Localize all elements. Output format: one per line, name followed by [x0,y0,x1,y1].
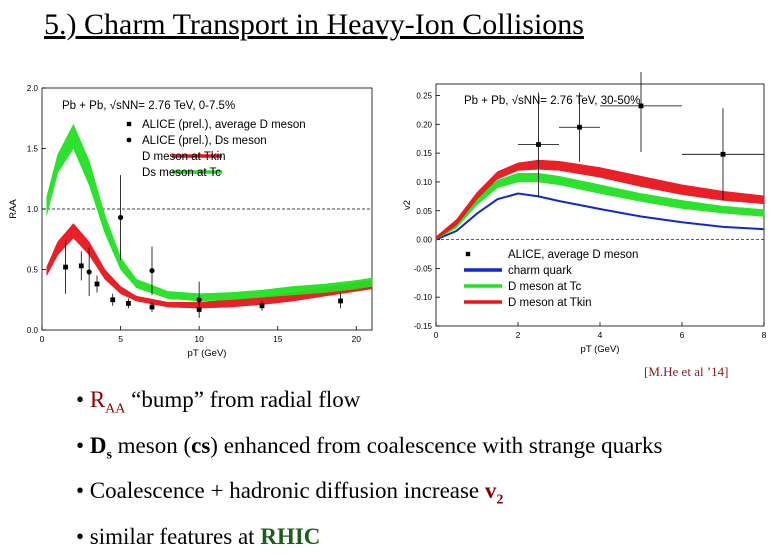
v2-chart-panel: 0 2 4 6 8 -0.15 -0.10 -0.05 0.00 0.05 0.10 0.15 0.20… [380,59,776,376]
chart0-point-0-5 [149,304,155,310]
chart1-ylabel: v2 [402,200,413,210]
raa-chart: 0 5 10 15 20 0.0 0.5 1.0 1.5 2.0 pT (GeV) RAA Pb + P… [8,84,373,359]
chart0-point-1-2 [149,268,155,274]
chart1-point-0-1 [577,124,582,130]
chart0-ylabel: RAA [8,199,19,219]
chart0-legend-swatch-1 [126,137,132,143]
chart1-xtick-label-3: 6 [680,330,685,340]
chart1-xlabel: pT (GeV) [581,344,620,355]
chart0-xtick-label-1: 5 [118,334,123,344]
chart0-legend-label-3: Ds meson at Tc [142,167,221,179]
chart1-ytick-label-6: 0.15 [416,149,432,158]
chart0-ytick-label-1: 0.5 [27,266,39,275]
chart1-ytick-label-0: -0.15 [414,322,433,331]
bullet-raa: • RAA “bump” from radial flow [76,387,361,417]
chart1-xtick-label-1: 2 [516,330,521,340]
chart1-ytick-label-4: 0.05 [416,207,432,216]
chart1-point-0-0 [536,142,541,147]
bullet-rhic: • similar features at RHIC [76,523,321,549]
chart0-legend-title: Pb + Pb, √sNN= 2.76 TeV, 0-7.5% [62,99,235,112]
chart1-ytick-label-2: -0.05 [414,264,433,273]
chart1-series-line-0 [435,192,765,241]
chart0-point-1-0 [86,269,92,275]
chart0-point-0-0 [63,264,68,270]
chart0-legend-label-0: ALICE (prel.), average D meson [142,119,306,131]
bullet-v2: • Coalescence + hadronic diffusion incre… [76,478,504,508]
chart0-ytick-label-3: 1.5 [27,145,39,154]
chart0-point-1-1 [117,214,124,221]
chart1-ytick-label-8: 0.25 [416,92,432,101]
chart1-legend-swatch-0 [465,251,471,257]
v2-chart: 0 2 4 6 8 -0.15 -0.10 -0.05 0.00 0.05 0.10 0.15 0.20… [402,59,767,355]
chart0-xtick-label-0: 0 [40,334,45,344]
chart0-xlabel: pT (GeV) [188,348,227,359]
chart1-ytick-label-1: -0.10 [414,293,433,302]
chart0-legend-swatch-0 [126,121,132,127]
chart0-ytick-label-4: 2.0 [27,84,39,93]
chart0-ytick-label-2: 1.0 [27,205,39,214]
bullet-ds: • Ds meson (cs) enhanced from coalescenc… [76,432,663,463]
chart1-legend-label-1: charm quark [508,265,572,277]
chart0-point-0-1 [78,263,84,269]
citation: [M.He et al ’14] [644,364,729,379]
chart0-point-1-3 [196,297,202,303]
chart0-point-0-3 [110,297,116,303]
chart1-ytick-label-5: 0.10 [416,178,432,187]
chart0-legend-label-2: D meson at Tkin [142,151,226,163]
chart1-xtick-label-0: 0 [434,330,439,340]
chart1-xtick-label-4: 8 [762,330,767,340]
chart1-point-0-2 [638,103,644,109]
chart0-xtick-label-2: 10 [194,334,204,344]
chart1-ytick-label-3: 0.00 [416,236,432,245]
chart1-legend-title: Pb + Pb, √sNN= 2.76 TeV, 30-50% [464,94,640,107]
chart1-ytick-label-7: 0.20 [416,120,432,129]
raa-chart-panel: 0 5 10 15 20 0.0 0.5 1.0 1.5 2.0 pT (GeV) RAA Pb + P… [4,76,380,368]
chart0-xtick-label-4: 20 [352,334,362,344]
chart0-point-0-4 [126,300,131,306]
chart0-ytick-label-0: 0.0 [27,326,39,335]
chart1-point-0-3 [720,151,726,157]
chart1-xtick-label-2: 4 [598,330,603,340]
chart0-xtick-label-3: 15 [273,334,283,344]
chart0-point-0-7 [259,303,265,309]
chart1-series-band-1 [435,173,765,241]
chart1-legend-label-3: D meson at Tkin [508,297,592,309]
chart0-series-band-0 [46,223,373,309]
chart1-series-band-2 [435,159,765,241]
slide-title: 5.) Charm Transport in Heavy-Ion Collisi… [44,8,584,41]
chart1-legend-label-2: D meson at Tc [508,281,582,293]
chart0-point-0-8 [338,298,343,304]
chart0-point-0-2 [94,281,100,287]
chart1-legend-label-0: ALICE, average D meson [508,249,638,261]
chart0-legend-label-1: ALICE (prel.), Ds meson [142,135,267,147]
bullet-list: • RAA “bump” from radial flow • Ds meson… [76,382,662,555]
